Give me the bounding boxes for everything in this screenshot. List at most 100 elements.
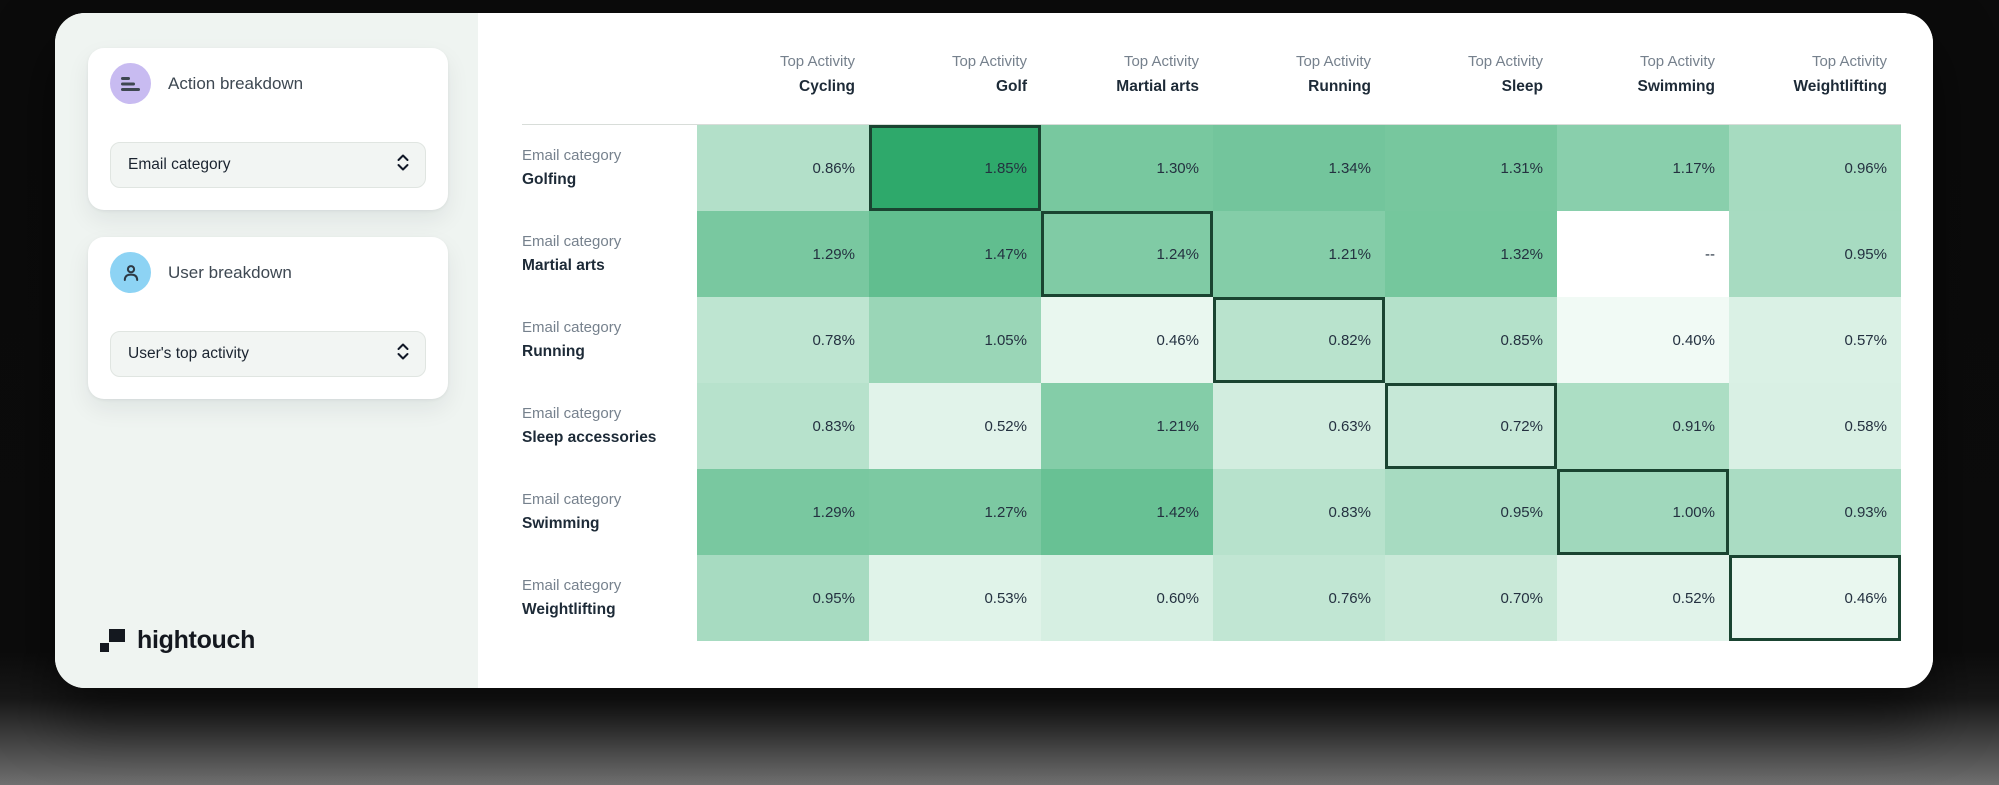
user-breakdown-select[interactable]: User's top activity xyxy=(110,331,426,377)
user-breakdown-header: User breakdown xyxy=(110,252,426,293)
column-header-cycling: Top Activity Cycling xyxy=(697,53,869,96)
heatmap-cell[interactable]: 0.96% xyxy=(1729,125,1901,211)
column-header-prefix: Top Activity xyxy=(951,53,1027,70)
heatmap-cell[interactable]: 1.47% xyxy=(869,211,1041,297)
row-header: Email category Weightlifting xyxy=(522,555,697,641)
row-header-label: Golfing xyxy=(522,171,577,188)
heatmap-cell[interactable]: 1.34% xyxy=(1213,125,1385,211)
user-breakdown-panel: User breakdown User's top activity xyxy=(88,237,448,399)
column-header-sleep: Top Activity Sleep xyxy=(1385,53,1557,96)
column-header-golf: Top Activity Golf xyxy=(869,53,1041,96)
row-header: Email category Martial arts xyxy=(522,211,697,297)
heatmap-cell[interactable]: -- xyxy=(1557,211,1729,297)
person-icon xyxy=(110,252,151,293)
heatmap-cell[interactable]: 1.05% xyxy=(869,297,1041,383)
heatmap-cell[interactable]: 0.95% xyxy=(697,555,869,641)
heatmap-cell[interactable]: 0.70% xyxy=(1385,555,1557,641)
column-header-label: Sleep xyxy=(1501,78,1543,95)
sidebar: Action breakdown Email category xyxy=(55,13,478,688)
heatmap-cell[interactable]: 1.27% xyxy=(869,469,1041,555)
heatmap-cell[interactable]: 0.63% xyxy=(1213,383,1385,469)
heatmap-cell[interactable]: 0.40% xyxy=(1557,297,1729,383)
row-header-label: Running xyxy=(522,343,585,360)
column-header-label: Running xyxy=(1308,78,1371,95)
column-header-prefix: Top Activity xyxy=(779,53,855,70)
heatmap-cell[interactable]: 1.29% xyxy=(697,469,869,555)
heatmap-cell[interactable]: 0.95% xyxy=(1729,211,1901,297)
heatmap-area: Top Activity Cycling Top Activity Golf Top A… xyxy=(478,13,1933,688)
row-header: Email category Sleep accessories xyxy=(522,383,697,469)
heatmap-cell[interactable]: 0.76% xyxy=(1213,555,1385,641)
heatmap-row-running: Email category Running 0.78% 1.05% 0.46% 0.82… xyxy=(522,297,1901,383)
heatmap-cell[interactable]: 1.17% xyxy=(1557,125,1729,211)
heatmap-cell[interactable]: 0.95% xyxy=(1385,469,1557,555)
heatmap-cell[interactable]: 0.46% xyxy=(1041,297,1213,383)
row-header: Email category Golfing xyxy=(522,125,697,211)
heatmap-header-row: Top Activity Cycling Top Activity Golf Top A… xyxy=(522,13,1901,125)
column-header-prefix: Top Activity xyxy=(1295,53,1371,70)
row-header-label: Martial arts xyxy=(522,257,605,274)
heatmap-cell[interactable]: 0.91% xyxy=(1557,383,1729,469)
heatmap-cell[interactable]: 0.72% xyxy=(1385,383,1557,469)
heatmap-row-weightlifting: Email category Weightlifting 0.95% 0.53% 0.6… xyxy=(522,555,1901,641)
row-header: Email category Swimming xyxy=(522,469,697,555)
chevron-up-down-icon xyxy=(395,341,411,367)
heatmap-cell[interactable]: 1.21% xyxy=(1041,383,1213,469)
heatmap-cell[interactable]: 0.86% xyxy=(697,125,869,211)
row-header-prefix: Email category xyxy=(522,491,622,508)
heatmap-cell[interactable]: 0.58% xyxy=(1729,383,1901,469)
column-header-label: Swimming xyxy=(1637,78,1715,95)
heatmap-cell[interactable]: 0.82% xyxy=(1213,297,1385,383)
heatmap-cell[interactable]: 0.93% xyxy=(1729,469,1901,555)
heatmap-cell[interactable]: 0.83% xyxy=(697,383,869,469)
column-header-label: Cycling xyxy=(799,78,855,95)
heatmap-row-golfing: Email category Golfing 0.86% 1.85% 1.30% 1.34… xyxy=(522,125,1901,211)
heatmap-cell[interactable]: 0.52% xyxy=(869,383,1041,469)
heatmap-cell[interactable]: 0.60% xyxy=(1041,555,1213,641)
heatmap-table: Top Activity Cycling Top Activity Golf Top A… xyxy=(522,13,1901,641)
action-breakdown-panel: Action breakdown Email category xyxy=(88,48,448,210)
heatmap-cell[interactable]: 1.21% xyxy=(1213,211,1385,297)
row-header-label: Weightlifting xyxy=(522,601,616,618)
row-header-label: Swimming xyxy=(522,515,600,532)
column-header-martial-arts: Top Activity Martial arts xyxy=(1041,53,1213,96)
heatmap-cell[interactable]: 1.31% xyxy=(1385,125,1557,211)
heatmap-cell[interactable]: 1.00% xyxy=(1557,469,1729,555)
main-card: Action breakdown Email category xyxy=(55,13,1933,688)
bars-chart-icon xyxy=(110,63,151,104)
heatmap-cell[interactable]: 0.46% xyxy=(1729,555,1901,641)
heatmap-cell[interactable]: 1.30% xyxy=(1041,125,1213,211)
heatmap-cell[interactable]: 1.42% xyxy=(1041,469,1213,555)
column-header-prefix: Top Activity xyxy=(1639,53,1715,70)
hightouch-logo-text: hightouch xyxy=(137,626,256,654)
column-header-label: Golf xyxy=(996,78,1027,95)
column-header-running: Top Activity Running xyxy=(1213,53,1385,96)
action-breakdown-select[interactable]: Email category xyxy=(110,142,426,188)
column-header-prefix: Top Activity xyxy=(1811,53,1887,70)
heatmap-cell[interactable]: 1.32% xyxy=(1385,211,1557,297)
heatmap-cell[interactable]: 0.53% xyxy=(869,555,1041,641)
row-header-prefix: Email category xyxy=(522,233,622,250)
heatmap-cell[interactable]: 1.29% xyxy=(697,211,869,297)
heatmap-row-martial-arts: Email category Martial arts 1.29% 1.47% 1.24… xyxy=(522,211,1901,297)
hightouch-logo: hightouch xyxy=(100,626,255,655)
heatmap-cell[interactable]: 1.85% xyxy=(869,125,1041,211)
action-breakdown-title: Action breakdown xyxy=(168,73,304,93)
row-header-prefix: Email category xyxy=(522,147,622,164)
heatmap-cell[interactable]: 0.85% xyxy=(1385,297,1557,383)
heatmap-row-swimming: Email category Swimming 1.29% 1.27% 1.42% 0.8… xyxy=(522,469,1901,555)
column-header-label: Martial arts xyxy=(1116,78,1199,95)
heatmap-row-sleep-accessories: Email category Sleep accessories 0.83% 0.52… xyxy=(522,383,1901,469)
column-header-swimming: Top Activity Swimming xyxy=(1557,53,1729,96)
heatmap-cell[interactable]: 0.52% xyxy=(1557,555,1729,641)
heatmap-cell[interactable]: 0.83% xyxy=(1213,469,1385,555)
action-breakdown-header: Action breakdown xyxy=(110,63,426,104)
user-breakdown-title: User breakdown xyxy=(168,262,292,282)
heatmap-cell[interactable]: 0.57% xyxy=(1729,297,1901,383)
hightouch-logo-mark xyxy=(100,628,125,653)
heatmap-cell[interactable]: 0.78% xyxy=(697,297,869,383)
heatmap-cell[interactable]: 1.24% xyxy=(1041,211,1213,297)
column-header-label: Weightlifting xyxy=(1793,78,1887,95)
column-header-weightlifting: Top Activity Weightlifting xyxy=(1729,53,1901,96)
